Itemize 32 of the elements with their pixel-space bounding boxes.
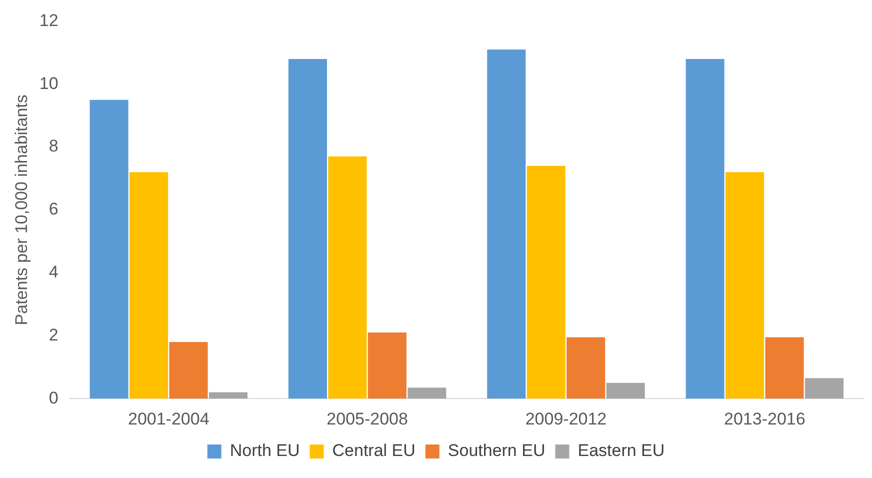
bar [606,382,645,399]
x-tick-label: 2013-2016 [724,409,806,428]
bar [526,166,566,399]
bar [368,332,406,399]
y-tick-label: 2 [48,325,58,344]
x-tick-label: 2005-2008 [326,409,408,428]
bar [408,388,446,399]
bar [726,172,764,399]
x-tick-label: 2009-2012 [525,409,607,428]
y-tick-label: 8 [48,136,58,156]
bar [686,58,724,399]
x-tick-label: 2001-2004 [128,409,210,428]
bar [208,392,248,399]
bar [169,342,208,399]
legend-label: Central EU [332,441,416,460]
bar [804,378,844,399]
bar [130,172,168,399]
bar [288,58,327,399]
y-tick-label: 4 [48,262,58,282]
legend-label: North EU [230,441,300,460]
legend-label: Eastern EU [578,441,665,460]
bar [487,50,526,399]
y-tick-label: 10 [39,74,58,93]
bar [328,156,367,399]
bar [566,337,606,399]
bar [90,100,128,399]
y-tick-label: 6 [48,200,58,219]
legend-label: Southern EU [448,441,546,460]
y-axis-title: Patents per 10,000 inhabitants [12,94,31,326]
y-tick-label: 0 [48,388,58,408]
bar [765,337,804,399]
y-tick-label: 12 [39,10,58,30]
